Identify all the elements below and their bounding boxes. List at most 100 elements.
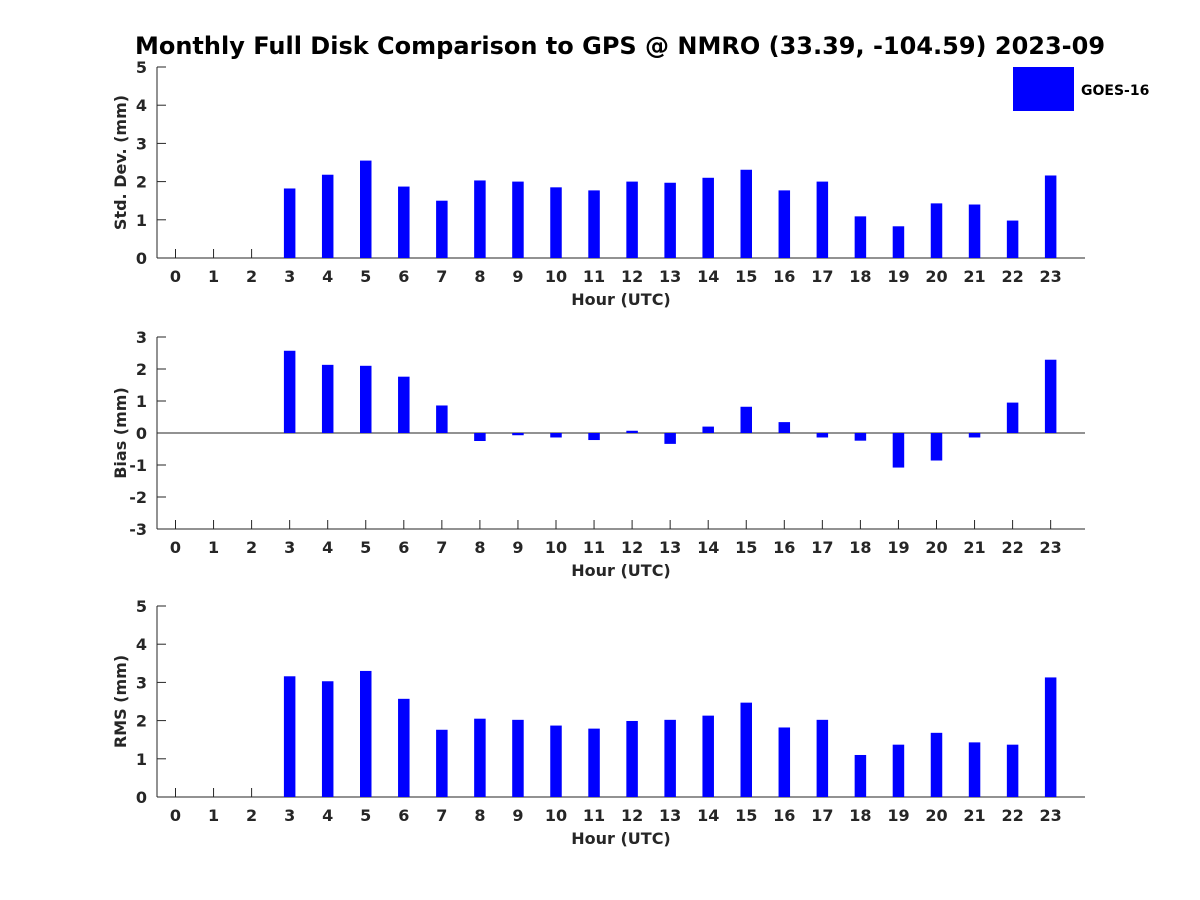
x-tick-label: 9 [512,806,523,825]
x-tick-label: 20 [925,267,947,286]
bar-rms-hour-19 [892,744,905,797]
y-tick-label: 0 [136,249,147,268]
bar-stddev-hour-7 [436,200,448,258]
bar-rms-hour-5 [360,670,372,797]
x-tick-label: 3 [284,538,295,557]
x-tick-label: 15 [735,538,757,557]
y-tick-label: 1 [136,750,147,769]
x-tick-label: 11 [583,806,605,825]
x-tick-label: 0 [170,806,181,825]
bar-stddev-hour-5 [360,160,372,258]
bar-bias-hour-12 [626,430,638,433]
x-tick-label: 23 [1040,806,1062,825]
bar-rms-hour-11 [588,728,600,797]
y-tick-label: 5 [136,597,147,616]
bar-rms-hour-22 [1006,744,1019,797]
x-tick-label: 23 [1040,267,1062,286]
x-tick-label: 10 [545,806,567,825]
x-axis-label: Hour (UTC) [571,290,671,309]
bar-rms-hour-16 [778,727,791,797]
x-tick-label: 15 [735,806,757,825]
y-tick-label: 3 [136,328,147,347]
x-tick-label: 12 [621,538,643,557]
x-tick-label: 4 [322,538,333,557]
y-tick-label: 0 [136,424,147,443]
x-tick-label: 20 [925,806,947,825]
bar-stddev-hour-6 [398,186,410,258]
x-tick-label: 15 [735,267,757,286]
y-tick-label: 4 [136,96,147,115]
x-tick-label: 6 [398,267,409,286]
bar-stddev-hour-13 [664,182,676,258]
bar-stddev-hour-23 [1044,175,1057,258]
bar-rms-hour-10 [550,725,562,797]
bar-stddev-hour-14 [702,177,714,258]
bar-rms-hour-4 [321,681,334,797]
x-tick-label: 10 [545,267,567,286]
x-tick-label: 3 [284,806,295,825]
x-tick-label: 13 [659,267,681,286]
bar-bias-hour-4 [321,364,334,433]
x-tick-label: 17 [811,806,833,825]
x-axis-label: Hour (UTC) [571,561,671,580]
bar-bias-hour-21 [968,433,981,438]
x-tick-label: 9 [512,267,523,286]
bar-stddev-hour-22 [1006,220,1019,258]
bar-rms-hour-12 [626,720,638,797]
bar-stddev-hour-20 [930,203,943,258]
bar-bias-hour-3 [283,350,296,433]
x-tick-label: 13 [659,538,681,557]
x-tick-label: 23 [1040,538,1062,557]
y-axis-label: Bias (mm) [111,387,130,479]
x-tick-label: 18 [849,806,871,825]
bar-stddev-hour-19 [892,226,905,258]
x-tick-label: 14 [697,267,719,286]
bar-stddev-hour-15 [740,169,752,258]
bar-bias-hour-19 [892,433,905,468]
x-tick-label: 0 [170,538,181,557]
x-tick-label: 1 [208,806,219,825]
bar-stddev-hour-18 [854,216,867,258]
x-tick-label: 9 [512,538,523,557]
bar-stddev-hour-21 [968,204,981,258]
x-tick-label: 20 [925,538,947,557]
bar-rms-hour-15 [740,702,752,797]
x-tick-label: 8 [474,806,485,825]
y-tick-label: 2 [136,360,147,379]
bar-stddev-hour-10 [550,187,562,258]
bar-rms-hour-17 [816,719,829,797]
x-tick-label: 18 [849,538,871,557]
x-tick-label: 14 [697,538,719,557]
bar-bias-hour-17 [816,433,829,438]
x-tick-label: 17 [811,267,833,286]
x-tick-label: 19 [887,806,909,825]
bar-bias-hour-14 [702,426,714,433]
x-tick-label: 11 [583,267,605,286]
bar-stddev-hour-3 [283,188,296,258]
x-tick-label: 4 [322,806,333,825]
x-tick-label: 21 [963,267,985,286]
x-tick-label: 11 [583,538,605,557]
y-tick-label: 4 [136,635,147,654]
x-tick-label: 1 [208,538,219,557]
bar-bias-hour-18 [854,433,867,441]
chart-title: Monthly Full Disk Comparison to GPS @ NM… [135,32,1105,60]
bar-stddev-hour-12 [626,181,638,258]
bar-bias-hour-5 [360,365,372,433]
x-tick-label: 6 [398,806,409,825]
bar-rms-hour-21 [968,742,981,797]
x-tick-label: 7 [436,267,447,286]
bar-bias-hour-13 [664,433,676,444]
bar-rms-hour-7 [436,729,448,797]
y-tick-label: -3 [129,520,147,539]
bar-stddev-hour-11 [588,190,600,258]
x-tick-label: 1 [208,267,219,286]
bar-rms-hour-13 [664,719,676,797]
bar-bias-hour-9 [512,433,524,436]
x-tick-label: 21 [963,538,985,557]
x-tick-label: 8 [474,267,485,286]
bar-bias-hour-6 [398,376,410,433]
